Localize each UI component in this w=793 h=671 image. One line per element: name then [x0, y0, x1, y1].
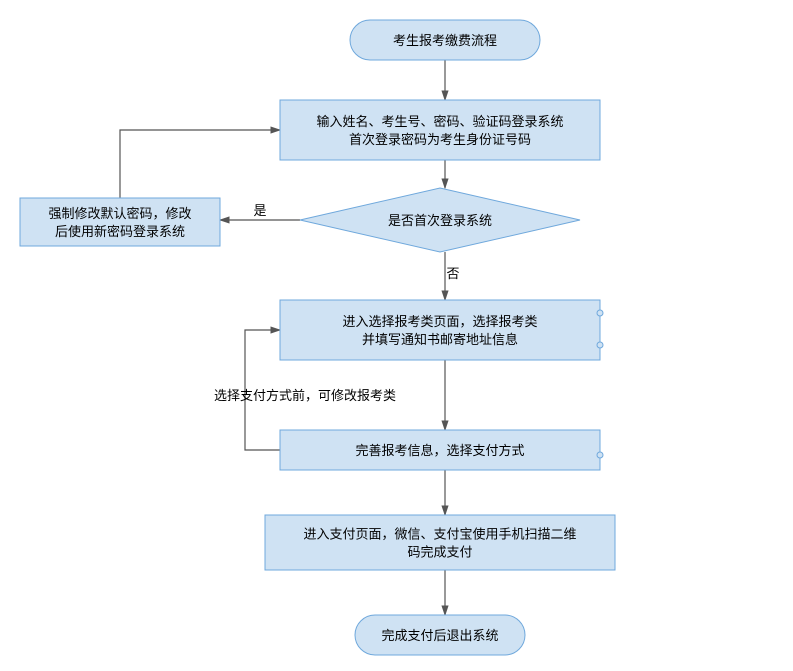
node-end-text: 完成支付后退出系统	[381, 628, 498, 643]
node-pay-text: 进入支付页面，微信、支付宝使用手机扫描二维	[303, 527, 576, 542]
flowchart-canvas: 考生报考缴费流程输入姓名、考生号、密码、验证码登录系统首次登录密码为考生身份证号…	[0, 0, 793, 671]
edge-forcechange-login	[120, 130, 280, 198]
edge-label: 选择支付方式前，可修改报考类	[214, 388, 396, 403]
edge-label: 否	[446, 266, 459, 281]
node-login	[280, 100, 600, 160]
node-forcechange-text: 后使用新密码登录系统	[55, 224, 185, 239]
node-forcechange-text: 强制修改默认密码，修改	[48, 206, 191, 221]
node-select-text: 进入选择报考类页面，选择报考类	[342, 314, 537, 329]
node-select	[280, 300, 600, 360]
node-pay	[265, 515, 615, 570]
node-login-text: 首次登录密码为考生身份证号码	[349, 132, 531, 147]
node-select-text: 并填写通知书邮寄地址信息	[362, 332, 518, 347]
node-pay-text: 码完成支付	[407, 545, 472, 560]
node-decision-text: 是否首次登录系统	[388, 213, 492, 228]
node-login-text: 输入姓名、考生号、密码、验证码登录系统	[316, 114, 563, 129]
edge-label: 是	[253, 203, 266, 218]
resize-handle	[597, 310, 603, 316]
node-start-text: 考生报考缴费流程	[393, 33, 497, 48]
node-complete-text: 完善报考信息，选择支付方式	[355, 443, 524, 458]
resize-handle	[597, 452, 603, 458]
resize-handle	[597, 342, 603, 348]
